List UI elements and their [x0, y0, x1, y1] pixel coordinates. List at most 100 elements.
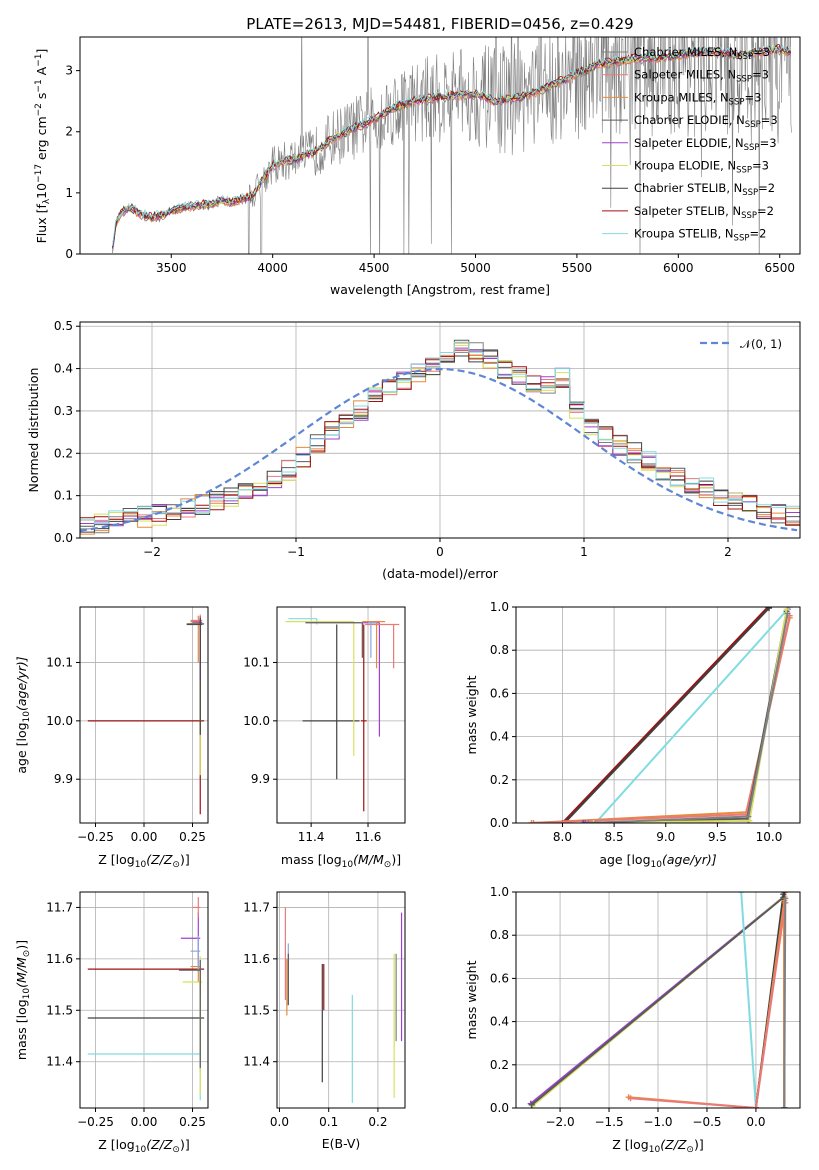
spectrum-legend: Chabrier MILES, NSSP=3 Salpeter MILES, NS…: [602, 45, 778, 244]
age-vs-mass-xlabel-end: )]: [391, 852, 401, 867]
residuals-frame: [79, 321, 801, 539]
mass-vs-ebv-frame: [276, 891, 406, 1109]
weight_vs_Z-ytick-label: 0.2: [490, 1058, 509, 1072]
weight_vs_age-xtick-label: 10.0: [756, 830, 783, 844]
spectrum-ylabel-exp2: −2: [34, 103, 44, 116]
mass_vs_ebv-ytick-label: 11.4: [243, 1055, 270, 1069]
residuals-ytick-label: 0.0: [54, 531, 73, 545]
age_vs_mass-point-chabrier_elodie: [305, 622, 363, 658]
mass-vs-Z-ylabel-end: )]: [14, 940, 29, 950]
mass_vs_ebv-xtick-label: 0.0: [270, 1115, 289, 1129]
mass-vs-Z-ylabel-post: (M/M: [14, 957, 29, 988]
mass_vs_ebv-ytick-label: 11.6: [243, 952, 270, 966]
weight_vs_age-line-salpeter_elodie: [585, 609, 789, 823]
age-vs-Z-ylabel: age [log10(age/yr)]: [14, 656, 32, 773]
mass_vs_Z-ytick-label: 11.4: [46, 1055, 73, 1069]
weight_vs_Z-ytick-label: 0.6: [490, 971, 509, 985]
residuals-xtick-label: 1: [580, 545, 588, 559]
spectrum-ylabel: Flux [fλ10−17 erg cm−2 s−1 A−1]: [34, 49, 52, 244]
weight-vs-age-xlabel-sub: 10: [651, 860, 663, 870]
age_vs_Z-point-chabrier_miles: [196, 616, 203, 635]
mass_vs_Z-ytick-label: 11.7: [46, 900, 73, 914]
mass_vs_Z-point-salpeter_stelib: [87, 968, 205, 1072]
age_vs_mass-point-kroupa_elodie: [285, 620, 355, 756]
legend-label-chabrier_stelib: Chabrier STELIB, NSSP=2: [634, 181, 775, 198]
weight_vs_age-line-chabrier_stelib: [563, 607, 770, 823]
weight-vs-Z-frame: [515, 891, 801, 1109]
weight_vs_Z-line-kroupa_stelib: [740, 892, 757, 1108]
residuals-ylabel: Normed distribution: [26, 368, 41, 493]
age-vs-Z-xlabel-post: (Z/Z: [146, 852, 173, 867]
weight-vs-Z-xlabel-sub: 10: [649, 1145, 661, 1155]
residuals-panel: −2 −1 0 1 2 0.0 0.1 0.2 0.3 0.4 0.5 (data-model)/e…: [26, 319, 801, 581]
spectrum-xtick-label: 5000: [460, 261, 491, 275]
mass-vs-Z-ylabel-sub: 10: [22, 988, 32, 1000]
spectrum-ytick-label: 0: [65, 247, 73, 261]
mass_vs_Z-xtick-label: −0.25: [77, 1115, 114, 1129]
residuals-xtick-label: 0: [436, 545, 444, 559]
weight_vs_Z-xtick-label: −0.5: [692, 1115, 721, 1129]
legend-label-chabrier_miles: Chabrier MILES, NSSP=3: [634, 45, 770, 62]
age-vs-Z-xlabel-pre: Z [log: [98, 852, 134, 867]
weight_vs_Z-marker-chabrier_miles: [781, 1105, 788, 1108]
spectrum-ytick-label: 3: [65, 64, 73, 78]
age-vs-Z-frame: [79, 606, 209, 824]
mass-vs-Z-ylabel: mass [log10(M/M⊙)]: [14, 940, 32, 1060]
mass_vs_Z-point-chabrier_elodie: [178, 959, 201, 1068]
mass-vs-Z-xlabel-sub: 10: [135, 1145, 147, 1155]
age_vs_Z-point-salpeter_stelib: [87, 679, 205, 815]
age_vs_mass-point-salpeter_stelib: [360, 624, 367, 812]
age_vs_mass-point-kroupa_miles: [362, 620, 386, 669]
mass-vs-ebv-xlabel: E(B-V): [322, 1136, 361, 1151]
weight-vs-Z-xlabel: Z [log10(Z/Z⊙)]: [612, 1137, 703, 1155]
weight-vs-Z-panel: −2.0 −1.5 −1.0 −0.5 0.0 0.0 0.2 0.4 0.6 0.8 1.0 Z …: [464, 885, 801, 1155]
spectrum-xtick-label: 3500: [156, 261, 187, 275]
age_vs_mass-point-extra_hist: [368, 622, 377, 658]
weight_vs_Z-ytick-label: 0.8: [490, 928, 509, 942]
weight-vs-Z-ylabel: mass weight: [464, 960, 479, 1039]
residuals-ytick-label: 0.5: [54, 319, 73, 333]
residuals-ytick-label: 0.2: [54, 446, 73, 460]
normal-curve-legend-label: 𝒩(0, 1): [740, 337, 782, 351]
mass_vs_ebv-ytick-label: 11.7: [243, 900, 270, 914]
weight_vs_age-xtick-label: 9.0: [656, 830, 675, 844]
spectrum-ylabel-a: A: [34, 66, 49, 79]
weight_vs_Z-ytick-label: 1.0: [490, 885, 509, 899]
weight_vs_age-ytick-label: 0.2: [490, 773, 509, 787]
age-vs-mass-panel: 11.4 11.6 9.9 10.0 10.1 mass [log10(M/M⊙)]: [243, 606, 406, 870]
weight_vs_age-marker-salpeter_elodie: [582, 820, 589, 823]
spectrum-xtick-label: 4500: [359, 261, 390, 275]
spectrum-ytick-label: 2: [65, 125, 73, 139]
spectrum-xtick-label: 5500: [562, 261, 593, 275]
weight_vs_Z-marker-chabrier_miles: [782, 895, 789, 902]
weight_vs_Z-line-salpeter_miles: [630, 902, 787, 1108]
age-vs-Z-ylabel-sub: 10: [22, 711, 32, 723]
legend-label-salpeter_stelib: Salpeter STELIB, NSSP=2: [634, 204, 774, 221]
spectrum-ylabel-sub: λ: [42, 198, 52, 204]
age_vs_Z-ytick-label: 9.9: [54, 772, 73, 786]
mass-vs-Z-xlabel-pre: Z [log: [98, 1137, 134, 1152]
weight_vs_age-line-chabrier_miles: [588, 613, 789, 823]
mass_vs_Z-xtick-label: 0.25: [179, 1115, 206, 1129]
spectrum-xtick-label: 6500: [764, 261, 795, 275]
age-vs-Z-xlabel: Z [log10(Z/Z⊙)]: [98, 852, 189, 870]
weight-vs-Z-xlabel-sun: ⊙: [686, 1145, 694, 1155]
weight_vs_Z-xtick-label: −1.5: [594, 1115, 623, 1129]
age-vs-Z-ylabel-post: (age/yr)]: [14, 656, 29, 711]
age_vs_Z-point-chabrier_stelib: [186, 618, 205, 735]
weight_vs_age-xtick-label: 8.0: [553, 830, 572, 844]
mass-vs-Z-xlabel-sun: ⊙: [172, 1145, 180, 1155]
spectrum-ylabel-s: s: [34, 93, 49, 104]
legend-label-salpeter_elodie: Salpeter ELODIE, NSSP=3: [634, 136, 777, 153]
age_vs_mass-ytick-label: 10.0: [243, 714, 270, 728]
weight_vs_age-ytick-label: 1.0: [490, 600, 509, 614]
spectrum-ylabel-ten: 10: [34, 183, 49, 199]
age-vs-Z-ylabel-pre: age [log: [14, 722, 29, 773]
age-vs-mass-xlabel-sub: 10: [342, 860, 354, 870]
mass-vs-Z-ylabel-pre: mass [log: [14, 999, 29, 1060]
age_vs_mass-ytick-label: 10.1: [243, 655, 270, 669]
legend-label-chabrier_elodie: Chabrier ELODIE, NSSP=3: [634, 113, 778, 130]
spectrum-ylabel-main: Flux [f: [34, 204, 49, 244]
residuals-xtick-label: −2: [143, 545, 161, 559]
